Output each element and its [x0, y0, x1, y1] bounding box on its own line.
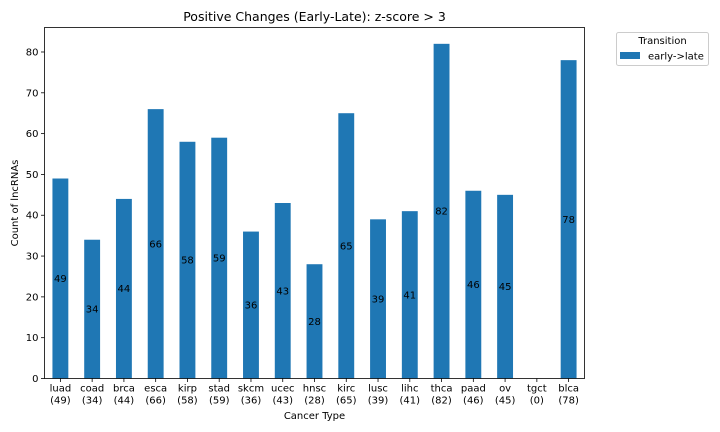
x-tick-count-lusc: (39)	[368, 396, 389, 407]
bar-value-label: 34	[86, 305, 99, 316]
bar-value-label: 41	[403, 290, 416, 301]
bar-luad	[52, 178, 69, 379]
plot-frame	[44, 27, 585, 379]
legend-swatch	[620, 52, 640, 59]
y-tick-label: 20	[26, 292, 39, 303]
x-tick-label-skcm: skcm	[238, 384, 264, 395]
bar-hnsc	[306, 264, 323, 379]
bar-value-label: 66	[149, 239, 162, 250]
bar-labels-layer: 49 34 44 66 58 59 36 43 28 65 39 41 82 46 45 78	[54, 207, 575, 328]
bar-value-label: 43	[276, 286, 289, 297]
x-tick-label-kirc: kirc	[337, 384, 355, 395]
x-tick-label-coad: coad	[80, 384, 104, 395]
y-tick-label: 30	[26, 252, 39, 263]
y-axis: 0 10 20 30 40 50 60 70 80	[26, 47, 45, 385]
bar-stad	[211, 137, 228, 379]
bar-value-label: 44	[118, 284, 131, 295]
bar-blca	[560, 60, 577, 379]
bar-value-label: 65	[340, 241, 353, 252]
x-tick-count-stad: (59)	[209, 396, 230, 407]
x-tick-label-esca: esca	[144, 384, 167, 395]
bar-esca	[147, 109, 164, 379]
bar-value-label: 39	[372, 294, 385, 305]
x-tick-count-hnsc: (28)	[304, 396, 325, 407]
y-axis-label: Count of lncRNAs	[10, 160, 21, 247]
bars-layer	[52, 43, 577, 379]
x-tick-count-lihc: (41)	[400, 396, 421, 407]
x-tick-count-ucec: (43)	[272, 396, 293, 407]
bar-value-label: 78	[562, 215, 575, 226]
bar-value-label: 45	[499, 282, 512, 293]
x-tick-label-kirp: kirp	[178, 384, 197, 395]
y-tick-label: 80	[26, 47, 39, 58]
x-tick-count-ov: (45)	[495, 396, 516, 407]
x-tick-count-esca: (66)	[145, 396, 166, 407]
bar-value-label: 28	[308, 317, 321, 328]
x-tick-count-brca: (44)	[114, 396, 135, 407]
y-tick-label: 40	[26, 211, 39, 222]
x-tick-count-coad: (34)	[82, 396, 103, 407]
x-tick-count-kirp: (58)	[177, 396, 198, 407]
bar-lusc	[370, 219, 386, 379]
legend: Transition early->late	[616, 32, 709, 66]
legend-title: Transition	[637, 36, 686, 47]
x-tick-count-luad: (49)	[50, 396, 71, 407]
x-tick-count-thca: (82)	[431, 396, 452, 407]
bar-kirc	[338, 113, 355, 379]
bar-skcm	[243, 231, 259, 379]
chart-title: Positive Changes (Early-Late): z-score >…	[183, 9, 446, 24]
x-tick-label-lihc: lihc	[401, 384, 418, 395]
x-tick-label-ucec: ucec	[271, 384, 295, 395]
x-tick-label-luad: luad	[50, 384, 72, 395]
x-tick-label-brca: brca	[113, 384, 135, 395]
x-tick-count-kirc: (65)	[336, 396, 357, 407]
x-tick-label-stad: stad	[208, 384, 230, 395]
x-tick-count-skcm: (36)	[241, 396, 262, 407]
x-tick-label-blca: blca	[558, 384, 579, 395]
bar-kirp	[179, 141, 196, 379]
x-tick-label-tgct: tgct	[527, 384, 547, 395]
x-tick-label-paad: paad	[461, 384, 486, 395]
bar-value-label: 59	[213, 254, 226, 265]
bar-value-label: 46	[467, 280, 480, 291]
x-tick-label-lusc: lusc	[368, 384, 388, 395]
bar-ov	[497, 194, 514, 379]
legend-entry-label: early->late	[648, 52, 704, 63]
bar-value-label: 36	[245, 301, 258, 312]
bar-value-label: 58	[181, 256, 194, 267]
x-tick-count-paad: (46)	[463, 396, 484, 407]
bar-coad	[84, 239, 101, 379]
x-axis-label: Cancer Type	[284, 411, 345, 422]
y-tick-label: 10	[26, 333, 39, 344]
y-tick-label: 0	[32, 374, 38, 385]
bar-value-label: 82	[435, 207, 448, 218]
y-tick-label: 50	[26, 170, 39, 181]
x-tick-label-thca: thca	[431, 384, 453, 395]
x-tick-label-hnsc: hnsc	[303, 384, 326, 395]
y-tick-label: 60	[26, 129, 39, 140]
bar-lihc	[401, 211, 418, 379]
x-tick-label-ov: ov	[499, 384, 511, 395]
bar-thca	[433, 43, 450, 379]
y-tick-label: 70	[26, 88, 39, 99]
bar-brca	[115, 198, 132, 379]
bar-value-label: 49	[54, 274, 67, 285]
bar-ucec	[274, 203, 291, 379]
x-tick-count-blca: (78)	[558, 396, 579, 407]
x-axis: luad(49) coad(34) brca(44) esca(66) kirp(58)…	[50, 378, 579, 407]
x-tick-count-tgct: (0)	[530, 396, 544, 407]
bar-paad	[465, 190, 482, 379]
